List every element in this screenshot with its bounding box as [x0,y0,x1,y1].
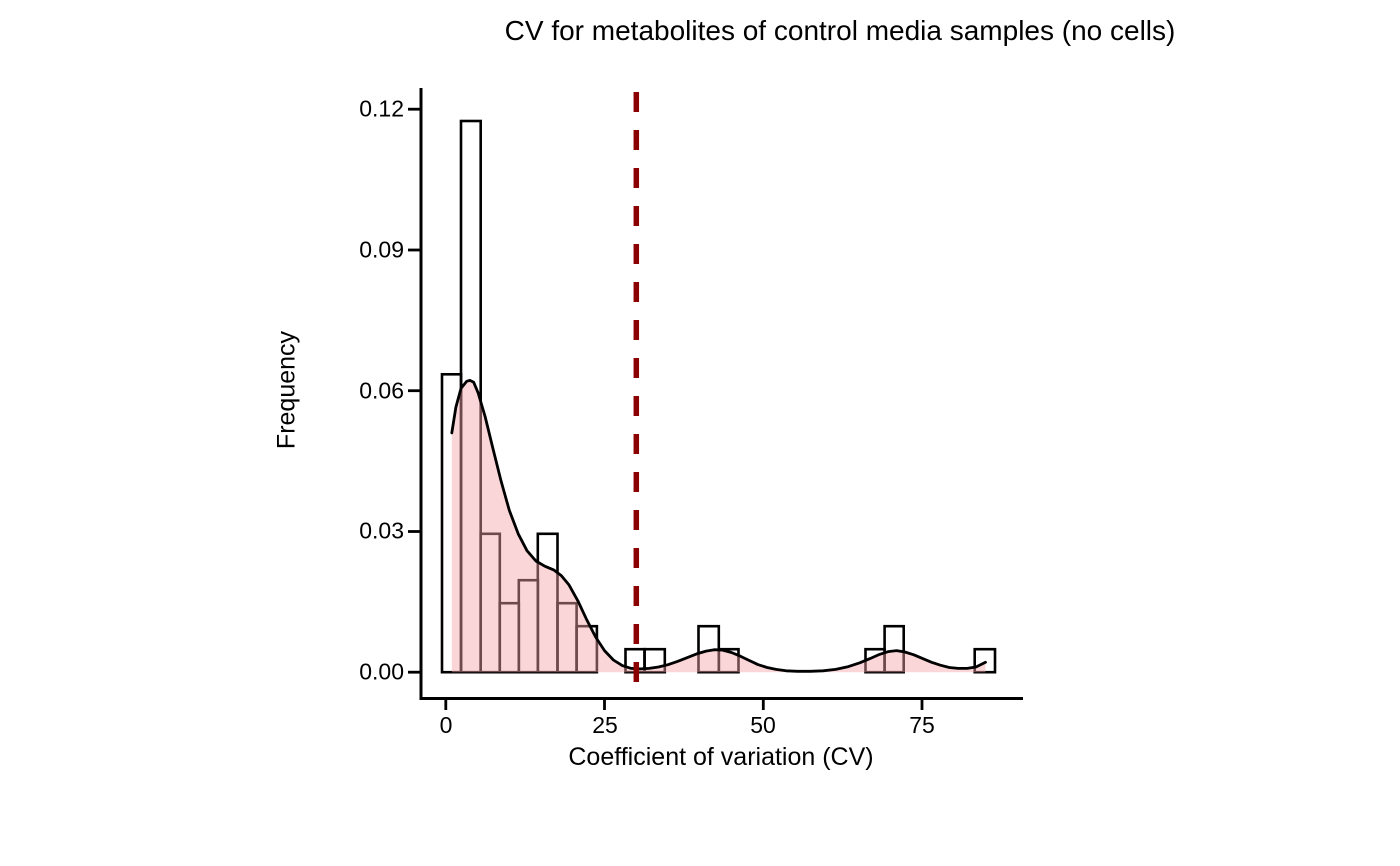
histogram-bar [883,624,905,674]
x-tick-label: 50 [750,712,776,738]
density-area [451,380,986,673]
x-tick-label: 25 [592,712,618,738]
density-curve [450,379,987,673]
x-tick-label: 75 [909,712,935,738]
x-tick-label: 0 [439,712,453,738]
y-tick-label: 0.00 [359,658,404,685]
x-axis-title: Coefficient of variation (CV) [568,743,874,771]
y-tick-label: 0.03 [359,517,404,544]
y-tick-label: 0.09 [359,236,404,263]
histogram-bar [459,119,483,674]
y-axis-title: Frequency [272,330,301,450]
y-tick-label: 0.06 [359,377,404,404]
chart-title: CV for metabolites of control media samp… [504,15,1176,46]
histogram-bar [717,647,740,674]
y-tick-label: 0.12 [359,95,404,122]
histogram-bar [973,647,997,674]
histogram-bar [643,647,667,674]
histogram-bar [575,624,599,674]
